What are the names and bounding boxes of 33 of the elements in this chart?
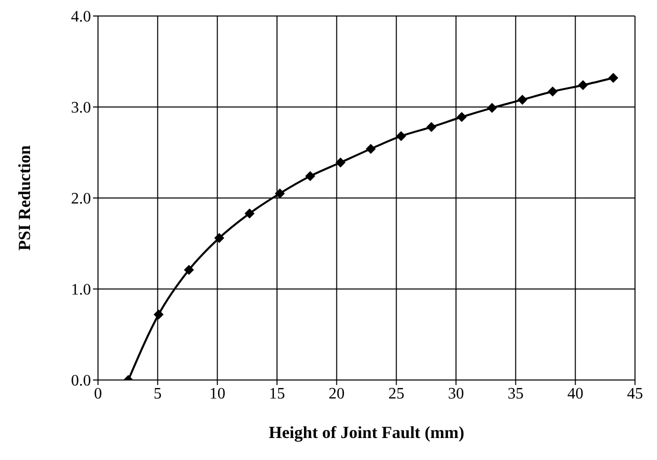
- y-tick-label: 1.0: [71, 282, 91, 299]
- y-tick-label: 0.0: [71, 372, 91, 390]
- point: [517, 94, 528, 105]
- point: [396, 131, 406, 142]
- y-axis-title: PSI Reduction: [15, 144, 34, 251]
- x-tick-label: 45: [627, 385, 643, 402]
- x-tick-label: 40: [567, 385, 584, 402]
- y-tick-label: 2.0: [71, 190, 91, 208]
- y-tick-label: 4.0: [71, 8, 91, 26]
- point: [487, 102, 498, 113]
- point: [456, 112, 467, 122]
- point: [608, 72, 618, 83]
- point: [244, 208, 255, 218]
- point: [548, 86, 558, 97]
- point: [426, 122, 436, 132]
- x-tick-label: 25: [388, 385, 404, 402]
- x-tick-label: 0: [94, 385, 102, 402]
- x-tick-label: 5: [154, 385, 162, 402]
- point: [154, 309, 164, 320]
- point: [335, 158, 346, 168]
- point: [274, 188, 285, 198]
- x-tick-label: 30: [448, 385, 464, 402]
- x-tick-label: 20: [328, 385, 345, 402]
- point: [214, 233, 224, 244]
- y-tick-label: 3.0: [71, 100, 91, 117]
- point: [578, 80, 588, 90]
- point: [184, 264, 194, 275]
- point: [366, 144, 376, 154]
- point: [305, 171, 316, 182]
- x-tick-label: 10: [209, 385, 226, 402]
- x-axis-title: Height of Joint Fault (mm): [268, 423, 464, 442]
- x-tick-label: 35: [508, 385, 524, 402]
- x-tick-label: 15: [269, 385, 285, 402]
